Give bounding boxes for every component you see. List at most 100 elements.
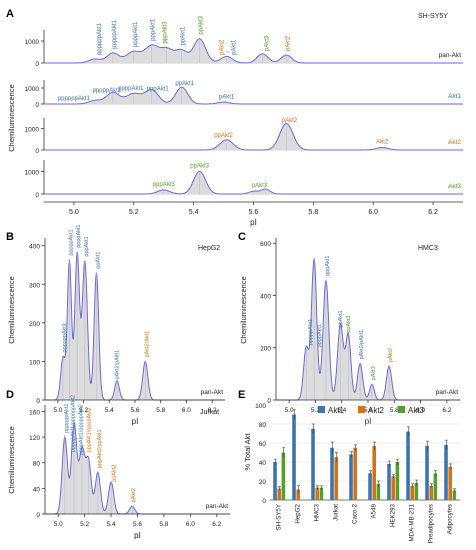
a3-peak-label: pppAkt3 <box>153 182 176 188</box>
a0-peak-label: ppppAkt1 <box>133 21 139 47</box>
a0-y-tick-label: 1000 <box>25 39 40 46</box>
b-x-tick-label: 5.6 <box>130 407 139 414</box>
d-x-tick-label: 5.4 <box>107 521 116 528</box>
bar-akt1 <box>444 444 448 500</box>
bar-akt2 <box>277 488 281 500</box>
a2-peak-label: pAkt2 <box>282 118 298 124</box>
a0-peak-label: pppppAkt1 <box>112 19 118 48</box>
c-x-tick-label: 6.0 <box>416 407 425 414</box>
panel-b: B HepG2 Chemiluminescence 0 100 200 300 400 5.0 5… <box>6 225 225 426</box>
panel-label: E <box>238 389 245 401</box>
b-x-tick-label: 5.4 <box>105 407 114 414</box>
e-category-label: A549 <box>370 503 377 518</box>
e-y-tick-label: 40 <box>259 460 267 467</box>
legend-label: Akt1 <box>328 406 345 415</box>
bar-akt2 <box>353 447 357 500</box>
d-peak-label: pppppAkt1/ppppppAkt2 <box>70 395 76 452</box>
c-fill <box>276 258 460 400</box>
a1-peak-label: ppAkt1 <box>175 81 194 87</box>
a-x-tick-label: 5.8 <box>308 209 318 216</box>
b-y-tick-label: 300 <box>29 282 40 289</box>
c-y-tick-label: 600 <box>260 241 271 248</box>
panel-d: D Jurkat Chemiluminescence 0 40 80 120 160 5.0 5.… <box>6 389 230 540</box>
e-category-label: MDA-MB-231 <box>408 503 415 541</box>
a0-peak-label: ppppppAkt1 <box>97 22 103 55</box>
a0-trace <box>44 38 463 64</box>
bar-akt3 <box>414 482 419 500</box>
a2-peak-label: ppAkt2 <box>214 133 233 139</box>
a3-y-tick-label: 0 <box>35 192 39 199</box>
e-category-label: Adipocytes <box>446 504 453 534</box>
c-peak-label: pppAkt1 <box>325 256 331 276</box>
d-x-tick-label: 5.8 <box>159 521 168 528</box>
c-y-tick-label: 0 <box>267 398 271 405</box>
bar-akt2 <box>334 457 338 500</box>
e-y-tick-label: 60 <box>259 441 267 448</box>
bar-akt2 <box>372 445 376 500</box>
a2-fill <box>44 123 463 150</box>
legend-label: Akt3 <box>408 406 425 415</box>
e-category-label: Caco-2 <box>351 503 358 524</box>
d-fill <box>45 422 230 514</box>
c-x-tick-label: 6.2 <box>442 407 451 414</box>
trace-name: pan-Akt <box>201 389 224 396</box>
panel-label: B <box>6 231 14 243</box>
a0-peak-label: pppAkt3 <box>163 21 169 44</box>
c-x-tick-label: 5.2 <box>311 407 320 414</box>
a1-y-tick-label: 0 <box>35 102 39 109</box>
panel-a: A SH-SY5Y Chemiluminescence 0 1000 pan-Akt ppp… <box>6 8 463 227</box>
a1-peak-label: pAkt1 <box>219 94 235 100</box>
b-peak-label: pAkt2/Akt1 <box>144 331 150 358</box>
panel-label: A <box>6 8 14 20</box>
b-peak-label: pppAkt1 <box>84 236 90 256</box>
bar-akt3 <box>452 490 457 500</box>
e-y-tick-label: 0 <box>262 498 266 505</box>
a1-peak-label: pppAkt1 <box>147 87 170 93</box>
bar-akt1 <box>330 447 334 500</box>
c-peak-label: ppAkt3 <box>346 316 352 333</box>
x-axis-title: pI <box>132 417 139 426</box>
subplot-name: Akt2 <box>448 139 461 146</box>
a0-peak-label: pppAkt1 <box>151 18 157 41</box>
y-axis-title: % Total Akt <box>243 433 252 471</box>
a2-trace <box>44 122 463 151</box>
bar-akt2 <box>410 485 414 500</box>
a-x-tick-label: 5.0 <box>69 209 79 216</box>
b-x-tick-label: 5.2 <box>79 407 88 414</box>
bar-akt1 <box>368 473 372 500</box>
a3-peak-label: ppAkt3 <box>190 163 209 169</box>
bar-akt2 <box>296 489 300 500</box>
c-peak-label: ppppAkt1 <box>317 324 323 347</box>
c-x-tick-label: 5.4 <box>337 407 346 414</box>
panel-c: C HMC3 Chemiluminescence 0 200 400 600 5.0 5.2 5.… <box>238 231 460 426</box>
d-x-tick-label: 5.2 <box>80 521 89 528</box>
d-x-tick-label: 5.6 <box>133 521 142 528</box>
a-x-tick-label: 5.6 <box>249 209 259 216</box>
subplot-name: pan-Akt <box>439 52 462 59</box>
x-axis-title: pI <box>250 218 257 227</box>
a0-peak-label: pAkt2 <box>220 39 226 55</box>
b-x-tick-label: 5.8 <box>156 407 165 414</box>
a-x-tick-label: 5.4 <box>189 209 199 216</box>
a3-peak-label: pAkt3 <box>252 183 268 189</box>
a0-peak-label: ppAkt3 <box>199 15 205 34</box>
panel-label: C <box>238 231 246 243</box>
e-category-label: Preadipocytes <box>427 504 434 543</box>
a2-peak-label: Akt2 <box>376 139 389 145</box>
d-y-tick-label: 160 <box>29 409 40 416</box>
bar-akt1 <box>387 463 391 500</box>
b-peak-label: pppppAkt1 <box>68 229 74 255</box>
c-y-tick-label: 400 <box>260 293 271 300</box>
a3-y-tick-label: 1000 <box>25 169 40 176</box>
c-peak-label: pAkt2 <box>388 348 394 362</box>
a0-peak-label: / <box>226 50 232 52</box>
subplot-akt3: 0 1000 Akt3 pppAkt3 ppAkt3 pAkt3 <box>25 160 463 199</box>
c-y-tick-label: 200 <box>260 346 271 353</box>
y-axis-title: Chemiluminescence <box>7 426 16 494</box>
c-peak-label: pAkt2/pAkt1 <box>359 330 365 360</box>
b-peak-label: ppppppAkt1 <box>62 323 68 352</box>
bar-akt2 <box>448 466 452 500</box>
a3-trace <box>44 170 463 195</box>
panel-title: HepG2 <box>198 245 220 252</box>
